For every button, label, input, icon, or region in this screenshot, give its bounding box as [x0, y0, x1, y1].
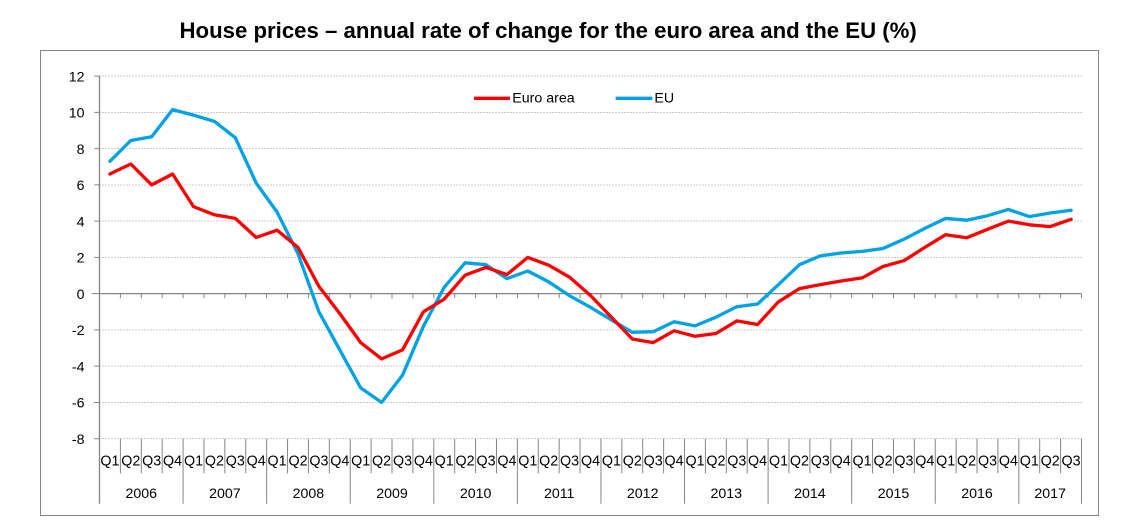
svg-text:Q3: Q3: [1062, 454, 1081, 470]
svg-text:Q3: Q3: [644, 454, 663, 470]
svg-text:Q1: Q1: [100, 454, 119, 470]
svg-text:Q3: Q3: [393, 454, 412, 470]
svg-text:Q3: Q3: [226, 454, 245, 470]
svg-text:Q4: Q4: [247, 454, 266, 470]
svg-text:-8: -8: [72, 432, 85, 448]
svg-text:Q2: Q2: [205, 454, 224, 470]
svg-text:0: 0: [77, 287, 85, 303]
svg-text:Euro area: Euro area: [512, 90, 574, 106]
svg-text:Q1: Q1: [769, 454, 788, 470]
svg-text:2: 2: [77, 251, 85, 267]
svg-text:Q4: Q4: [581, 454, 600, 470]
svg-text:Q2: Q2: [372, 454, 391, 470]
svg-text:Q3: Q3: [894, 454, 913, 470]
svg-text:Q1: Q1: [435, 454, 454, 470]
svg-text:Q1: Q1: [936, 454, 955, 470]
svg-text:2017: 2017: [1034, 486, 1066, 502]
svg-text:Q2: Q2: [957, 454, 976, 470]
svg-text:Q4: Q4: [497, 454, 516, 470]
svg-text:Q4: Q4: [665, 454, 684, 470]
svg-text:Q4: Q4: [330, 454, 349, 470]
svg-text:2015: 2015: [878, 486, 910, 502]
svg-text:Q1: Q1: [602, 454, 621, 470]
svg-text:Q3: Q3: [476, 454, 495, 470]
svg-text:Q1: Q1: [184, 454, 203, 470]
svg-text:-2: -2: [72, 323, 85, 339]
svg-text:Q4: Q4: [748, 454, 767, 470]
svg-text:10: 10: [69, 106, 85, 122]
svg-text:Q4: Q4: [999, 454, 1018, 470]
svg-text:Q3: Q3: [142, 454, 161, 470]
svg-text:12: 12: [69, 69, 85, 85]
svg-text:Q4: Q4: [163, 454, 182, 470]
svg-text:Q3: Q3: [727, 454, 746, 470]
svg-text:Q1: Q1: [1020, 454, 1039, 470]
svg-text:Q2: Q2: [288, 454, 307, 470]
svg-text:2012: 2012: [627, 486, 659, 502]
svg-text:Q3: Q3: [309, 454, 328, 470]
svg-text:2014: 2014: [794, 486, 826, 502]
svg-text:Q1: Q1: [518, 454, 537, 470]
svg-text:Q1: Q1: [268, 454, 287, 470]
svg-text:Q4: Q4: [414, 454, 433, 470]
svg-text:Q2: Q2: [623, 454, 642, 470]
svg-text:2009: 2009: [376, 486, 408, 502]
svg-text:2007: 2007: [209, 486, 241, 502]
svg-text:Q2: Q2: [873, 454, 892, 470]
svg-text:Q4: Q4: [832, 454, 851, 470]
svg-text:Q2: Q2: [1041, 454, 1060, 470]
svg-text:Q2: Q2: [790, 454, 809, 470]
svg-text:-6: -6: [72, 396, 85, 412]
svg-text:Q1: Q1: [351, 454, 370, 470]
svg-text:Q4: Q4: [915, 454, 934, 470]
svg-text:2016: 2016: [961, 486, 993, 502]
svg-text:2008: 2008: [293, 486, 325, 502]
svg-text:Q1: Q1: [853, 454, 872, 470]
svg-text:EU: EU: [654, 90, 674, 106]
svg-text:Q2: Q2: [539, 454, 558, 470]
svg-text:Q3: Q3: [811, 454, 830, 470]
svg-text:Q1: Q1: [685, 454, 704, 470]
svg-text:-4: -4: [72, 359, 85, 375]
svg-text:4: 4: [77, 214, 85, 230]
svg-text:Q2: Q2: [456, 454, 475, 470]
svg-text:Q2: Q2: [121, 454, 140, 470]
svg-text:Q3: Q3: [978, 454, 997, 470]
svg-text:8: 8: [77, 142, 85, 158]
svg-text:2013: 2013: [711, 486, 743, 502]
svg-text:Q2: Q2: [706, 454, 725, 470]
svg-text:2010: 2010: [460, 486, 492, 502]
svg-text:6: 6: [77, 178, 85, 194]
svg-text:2011: 2011: [544, 486, 575, 502]
svg-text:2006: 2006: [126, 486, 158, 502]
svg-text:Q3: Q3: [560, 454, 579, 470]
